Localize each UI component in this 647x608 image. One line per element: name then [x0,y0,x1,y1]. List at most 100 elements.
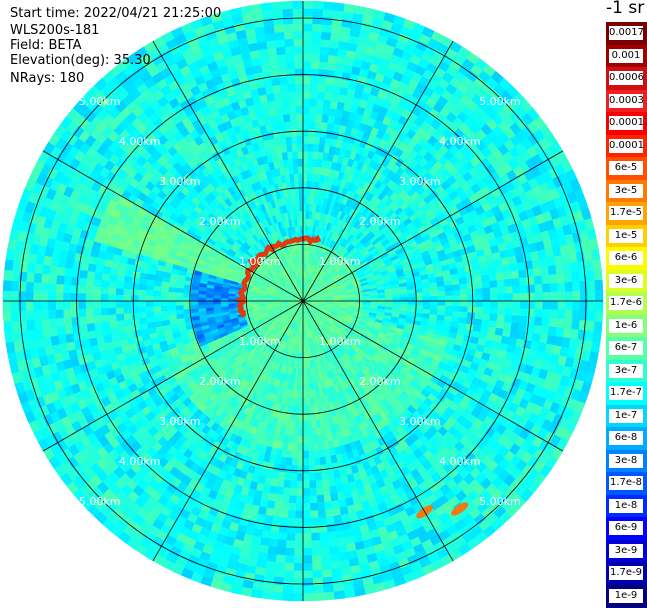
field-cell [453,306,461,312]
field-cell [330,554,340,563]
field-cell [315,465,322,473]
field-cell [326,77,335,85]
field-cell [310,496,317,504]
field-cell [445,306,453,311]
field-cell [288,503,296,511]
field-cell [303,488,310,496]
field-cell [278,532,287,540]
field-cell [318,510,326,518]
field-cell [310,488,317,496]
field-cell [422,288,430,293]
field-cell [316,480,323,488]
field-cell [303,1,313,9]
field-cell [303,174,307,182]
field-cell [309,481,316,489]
field-cell [297,473,303,481]
field-cell [496,273,504,281]
field-cell [322,17,332,25]
field-cell [303,406,307,414]
field-cell [563,263,572,273]
field-cell [520,309,528,317]
field-cell [460,301,468,307]
field-cell [591,342,600,353]
field-cell [285,465,292,473]
field-cell [438,306,446,311]
field-cell [270,531,279,539]
field-cell [542,275,550,284]
field-cell [502,265,511,273]
field-cell [594,270,602,281]
field-cell [334,3,345,12]
field-cell [594,321,602,332]
field-cell [587,311,595,321]
field-cell [264,568,274,577]
field-cell [313,585,323,593]
field-cell [329,546,339,555]
field-cell [557,310,565,319]
field-cell [498,287,506,294]
field-cell [490,287,498,294]
field-cell [321,562,331,570]
field-cell [585,331,594,342]
field-cell [283,585,293,593]
field-cell [284,570,294,578]
field-cell [430,292,438,297]
field-cell [489,314,497,321]
field-cell [310,106,317,114]
field-cell [533,325,541,334]
field-cell [303,84,311,92]
field-cell [579,271,587,281]
field-cell [303,421,307,429]
field-cell [578,261,587,272]
field-cell [534,276,542,285]
field-cell [281,502,289,510]
field-cell [291,458,297,466]
field-cell [308,436,313,444]
field-cell [489,321,497,329]
field-cell [273,509,281,517]
field-cell [595,311,603,322]
field-cell [570,262,579,272]
field-cell [303,39,312,47]
field-cell [290,481,297,489]
field-cell [330,493,338,501]
field-cell [330,32,340,41]
field-cell [332,18,343,27]
field-cell [266,554,276,563]
field-cell [572,320,580,330]
field-cell [445,296,453,301]
field-cell [308,458,314,466]
field-cell [548,327,557,337]
field-cell [293,578,303,586]
field-cell [241,587,253,596]
field-cell [557,283,565,292]
field-cell [296,488,303,496]
field-cell [314,136,320,144]
field-cell [533,268,541,277]
field-cell [453,290,461,296]
field-cell [589,239,598,251]
field-cell [445,285,453,291]
field-cell [498,301,506,308]
field-cell [467,283,475,290]
field-cell [311,533,320,541]
field-cell [459,278,467,285]
field-cell [307,174,312,182]
field-cell [505,308,513,316]
field-cell [303,61,311,69]
field-cell [518,270,526,279]
field-cell [580,281,588,291]
field-cell [483,288,491,295]
field-cell [303,451,308,459]
field-cell [542,318,550,327]
field-cell [276,487,284,495]
field-cell [570,329,579,339]
field-cell [466,277,474,284]
field-cell [303,24,313,32]
field-cell [303,586,313,594]
field-cell [303,511,311,519]
field-cell [291,466,297,474]
field-cell [393,298,401,301]
field-cell [588,291,596,301]
field-cell [303,9,313,17]
